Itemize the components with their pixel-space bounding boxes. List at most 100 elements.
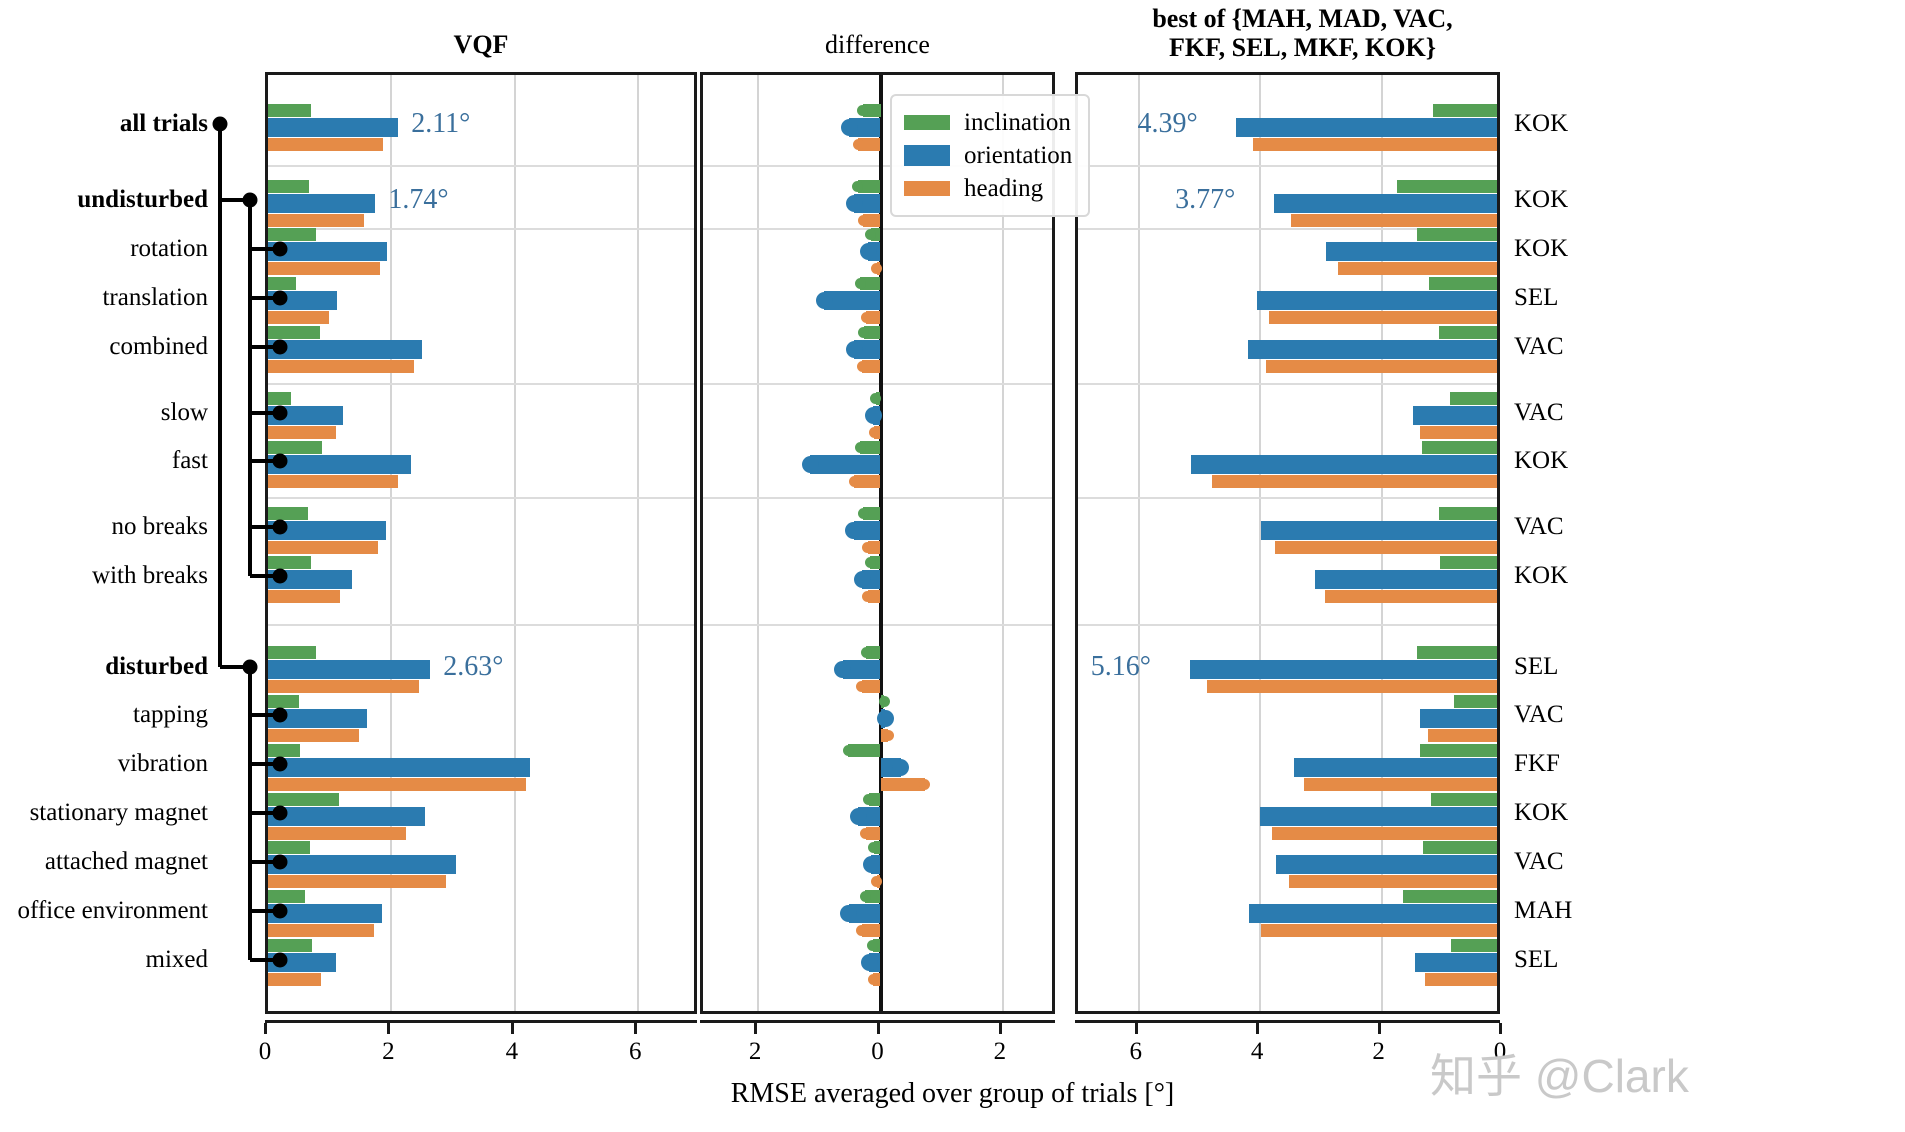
tree-branch-leaf xyxy=(250,459,280,464)
difference-marker-heading xyxy=(860,827,872,839)
y-label-slow: slow xyxy=(160,398,208,426)
bar-heading xyxy=(268,826,407,840)
bar-heading xyxy=(268,360,414,374)
bar-inclination xyxy=(848,743,881,757)
bar-orientation xyxy=(1190,454,1497,474)
best-method-label: VAC xyxy=(1514,398,1564,426)
group-separator xyxy=(268,624,694,627)
difference-marker-heading xyxy=(856,361,868,373)
group-separator xyxy=(1078,624,1497,627)
bar-heading xyxy=(1289,875,1497,889)
x-tick xyxy=(264,1023,267,1034)
x-tick xyxy=(876,1023,880,1034)
bar-inclination xyxy=(1421,440,1497,454)
bar-heading xyxy=(1261,924,1497,938)
bar-heading xyxy=(858,137,881,151)
annotation-best-of: 3.77° xyxy=(1175,184,1236,216)
difference-marker-orientation xyxy=(876,709,894,727)
bar-heading xyxy=(1266,360,1497,374)
bar-orientation xyxy=(268,806,426,826)
bar-orientation xyxy=(268,340,423,360)
gridline xyxy=(757,75,760,1011)
bar-heading xyxy=(1427,728,1497,742)
y-label-undisturbed: undisturbed xyxy=(77,186,208,214)
x-axis xyxy=(1075,1020,1500,1023)
difference-marker-orientation xyxy=(845,341,863,359)
legend-label: orientation xyxy=(964,141,1073,169)
panel-title-best-of: best of {MAH, MAD, VAC, FKF, SEL, MKF, KO… xyxy=(1045,4,1560,62)
tree-node-leaf xyxy=(272,952,288,968)
bar-orientation xyxy=(1314,569,1497,589)
bar-heading xyxy=(268,589,340,603)
bar-heading xyxy=(268,875,446,889)
best-method-label: SEL xyxy=(1514,283,1559,311)
difference-marker-heading xyxy=(919,778,931,790)
bar-inclination xyxy=(268,506,309,520)
bar-inclination xyxy=(1438,326,1497,340)
difference-marker-orientation xyxy=(862,856,880,874)
tree-branch-leaf xyxy=(250,908,280,913)
best-method-label: KOK xyxy=(1514,234,1569,262)
tree-branch-leaf xyxy=(250,859,280,864)
difference-marker-orientation xyxy=(815,292,833,310)
bar-orientation xyxy=(824,291,881,311)
x-axis xyxy=(700,1020,1055,1023)
group-separator xyxy=(268,165,694,168)
bar-heading xyxy=(268,474,398,488)
y-label-all-trials: all trials xyxy=(119,110,208,138)
x-tick-label: 2 xyxy=(748,1038,762,1065)
group-separator xyxy=(268,382,694,385)
bar-inclination xyxy=(1433,103,1497,117)
bar-inclination xyxy=(868,792,881,806)
x-axis-title: RMSE averaged over group of trials [°] xyxy=(730,1078,1175,1109)
bar-orientation xyxy=(268,242,388,262)
bar-inclination xyxy=(1417,228,1497,242)
group-separator xyxy=(268,497,694,500)
difference-marker-heading xyxy=(868,427,880,439)
annotation-best-of: 5.16° xyxy=(1090,650,1151,682)
tree-node-leaf xyxy=(272,519,288,535)
gridline xyxy=(1259,75,1262,1011)
bar-heading xyxy=(1207,680,1497,694)
bar-orientation xyxy=(1274,193,1497,213)
difference-marker-heading xyxy=(871,876,883,888)
bar-orientation xyxy=(268,708,368,728)
tree-node-leaf xyxy=(272,805,288,821)
difference-marker-inclination xyxy=(858,327,870,339)
bar-heading xyxy=(1325,589,1497,603)
group-separator xyxy=(703,165,1052,168)
difference-marker-inclination xyxy=(878,695,890,707)
difference-marker-heading xyxy=(857,214,869,226)
difference-marker-heading xyxy=(852,138,864,150)
bar-inclination xyxy=(268,228,317,242)
tree-node-leaf xyxy=(272,339,288,355)
legend-swatch-heading xyxy=(904,181,950,196)
tree-branch-leaf xyxy=(250,762,280,767)
x-tick-label: 4 xyxy=(1250,1038,1264,1065)
difference-marker-inclination xyxy=(854,441,866,453)
bar-heading xyxy=(268,540,378,554)
bar-heading xyxy=(1337,262,1497,276)
bar-inclination xyxy=(268,841,310,855)
tree-branch-leaf xyxy=(250,574,280,579)
bar-inclination xyxy=(268,326,320,340)
bar-inclination xyxy=(268,555,312,569)
difference-marker-heading xyxy=(867,974,879,986)
bar-orientation xyxy=(268,855,457,875)
x-tick-label: 0 xyxy=(871,1038,884,1065)
difference-marker-heading xyxy=(862,590,874,602)
best-method-label: KOK xyxy=(1514,447,1569,475)
difference-marker-heading xyxy=(848,475,860,487)
tree-node-leaf xyxy=(272,854,288,870)
difference-marker-orientation xyxy=(849,807,867,825)
y-label-rotation: rotation xyxy=(130,234,208,262)
best-method-label: SEL xyxy=(1514,945,1559,973)
tree-node-leaf xyxy=(272,405,288,421)
tree-branch-leaf xyxy=(250,246,280,251)
difference-marker-orientation xyxy=(840,118,858,136)
difference-marker-inclination xyxy=(859,891,871,903)
group-separator xyxy=(703,624,1052,627)
y-label-disturbed: disturbed xyxy=(105,652,208,680)
bar-orientation xyxy=(268,757,531,777)
difference-marker-heading xyxy=(882,729,894,741)
